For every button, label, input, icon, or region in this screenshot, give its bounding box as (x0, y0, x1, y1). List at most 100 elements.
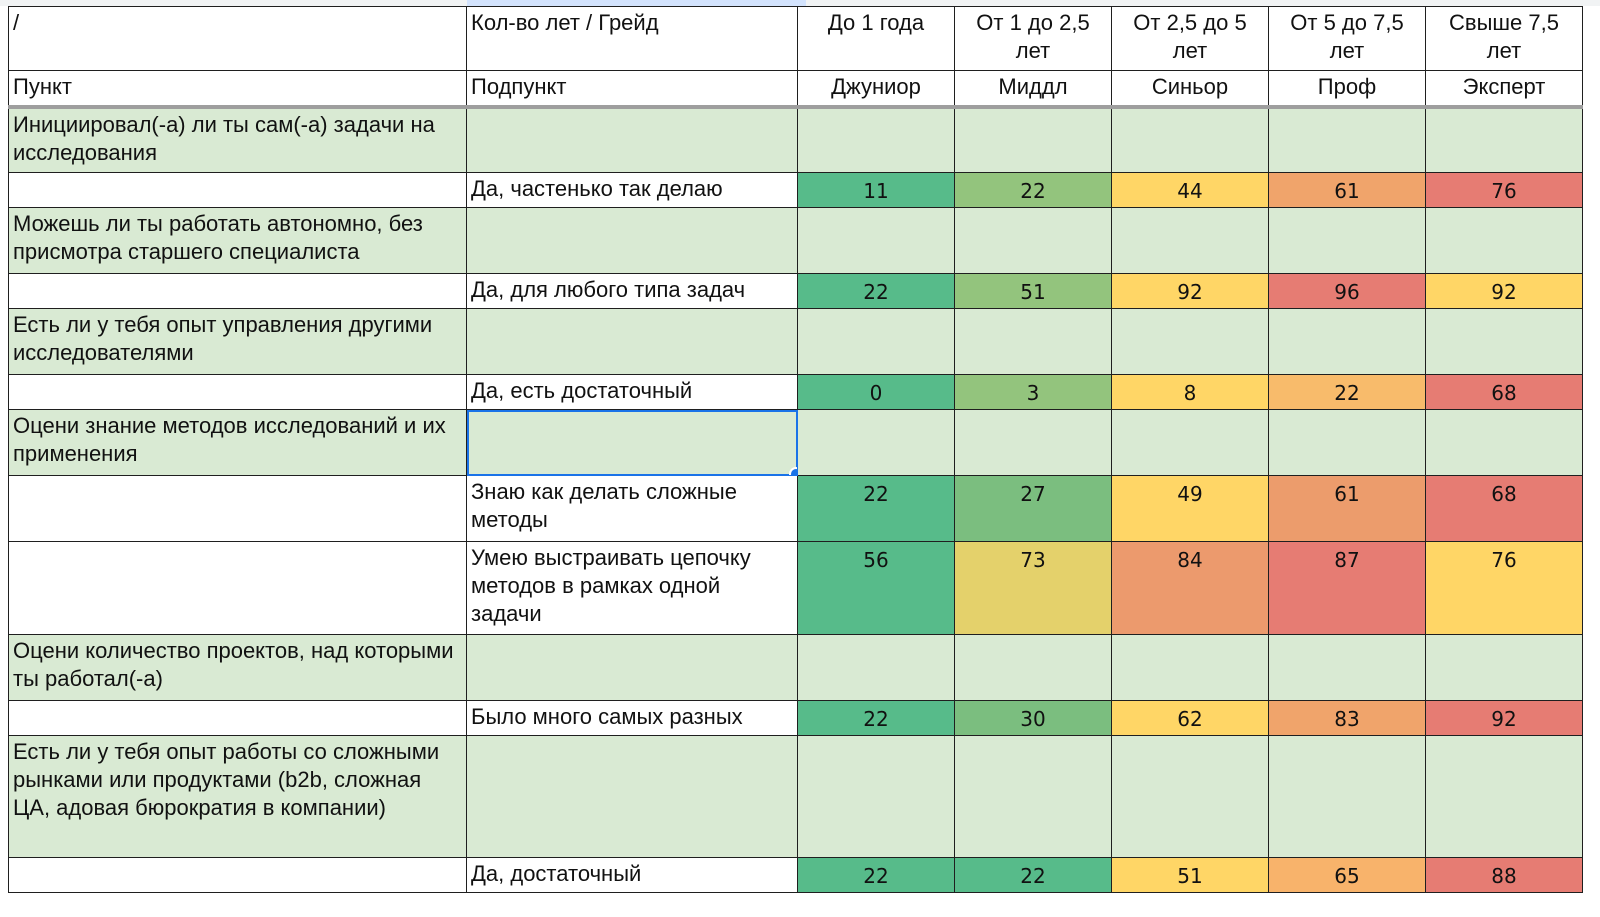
value-cell[interactable]: 56 (797, 541, 955, 635)
empty-cell[interactable] (954, 207, 1112, 274)
item-cell[interactable]: Оцени знание методов исследований и их п… (8, 409, 467, 476)
empty-cell[interactable] (1268, 409, 1426, 476)
value-cell[interactable]: 92 (1425, 273, 1583, 309)
empty-cell[interactable] (1268, 207, 1426, 274)
value-cell[interactable]: 96 (1268, 273, 1426, 309)
empty-cell[interactable] (797, 308, 955, 375)
empty-cell[interactable] (954, 735, 1112, 858)
value-cell[interactable]: 30 (954, 700, 1112, 736)
value-cell[interactable]: 11 (797, 172, 955, 208)
value-cell[interactable]: 68 (1425, 475, 1583, 542)
value-cell[interactable]: 22 (797, 273, 955, 309)
value-cell[interactable]: 44 (1111, 172, 1269, 208)
value-cell[interactable]: 61 (1268, 475, 1426, 542)
value-cell[interactable]: 22 (954, 857, 1112, 893)
value-cell[interactable]: 51 (1111, 857, 1269, 893)
value-cell[interactable]: 68 (1425, 374, 1583, 410)
value-cell[interactable]: 3 (954, 374, 1112, 410)
subitem-cell[interactable]: Да, для любого типа задач (466, 273, 798, 309)
empty-cell[interactable] (797, 106, 955, 173)
item-cell[interactable]: Можешь ли ты работать автономно, без при… (8, 207, 467, 274)
value-cell[interactable]: 49 (1111, 475, 1269, 542)
empty-cell[interactable] (1268, 308, 1426, 375)
item-cell[interactable]: Есть ли у тебя опыт управления другими и… (8, 308, 467, 375)
empty-cell[interactable] (1425, 735, 1583, 858)
item-cell[interactable] (8, 374, 467, 410)
value-cell[interactable]: 92 (1425, 700, 1583, 736)
item-cell[interactable] (8, 700, 467, 736)
empty-cell[interactable] (1111, 634, 1269, 701)
header-cell[interactable]: Проф (1268, 70, 1426, 109)
value-cell[interactable]: 8 (1111, 374, 1269, 410)
item-cell[interactable]: Есть ли у тебя опыт работы со сложными р… (8, 735, 467, 858)
empty-cell[interactable] (797, 735, 955, 858)
value-cell[interactable]: 0 (797, 374, 955, 410)
empty-cell[interactable] (954, 106, 1112, 173)
header-cell[interactable]: Кол-во лет / Грейд (466, 6, 798, 71)
fill-handle[interactable] (789, 467, 797, 475)
subitem-cell[interactable]: Умею выстраивать цепочку методов в рамка… (466, 541, 798, 635)
empty-cell[interactable] (1268, 106, 1426, 173)
subitem-cell[interactable]: Да, есть достаточный (466, 374, 798, 410)
empty-cell[interactable] (1425, 106, 1583, 173)
empty-cell[interactable] (1111, 735, 1269, 858)
value-cell[interactable]: 61 (1268, 172, 1426, 208)
empty-cell[interactable] (954, 308, 1112, 375)
empty-cell[interactable] (954, 409, 1112, 476)
value-cell[interactable]: 65 (1268, 857, 1426, 893)
header-cell[interactable]: До 1 года (797, 6, 955, 71)
empty-cell[interactable] (1268, 735, 1426, 858)
subitem-cell[interactable] (466, 308, 798, 375)
value-cell[interactable]: 22 (797, 700, 955, 736)
header-cell[interactable]: От 1 до 2,5 лет (954, 6, 1112, 71)
spreadsheet-grid[interactable]: / Кол-во лет / Грейд До 1 года От 1 до 2… (8, 6, 1583, 893)
header-cell[interactable]: Миддл (954, 70, 1112, 109)
subitem-cell[interactable] (466, 634, 798, 701)
value-cell[interactable]: 88 (1425, 857, 1583, 893)
value-cell[interactable]: 22 (797, 475, 955, 542)
header-cell[interactable]: Синьор (1111, 70, 1269, 109)
header-cell[interactable]: Джуниор (797, 70, 955, 109)
value-cell[interactable]: 73 (954, 541, 1112, 635)
item-cell[interactable] (8, 273, 467, 309)
header-cell[interactable]: От 5 до 7,5 лет (1268, 6, 1426, 71)
header-cell[interactable]: Пункт (8, 70, 467, 109)
empty-cell[interactable] (1111, 308, 1269, 375)
empty-cell[interactable] (1425, 634, 1583, 701)
value-cell[interactable]: 51 (954, 273, 1112, 309)
value-cell[interactable]: 27 (954, 475, 1112, 542)
subitem-cell[interactable]: Да, достаточный (466, 857, 798, 893)
value-cell[interactable]: 62 (1111, 700, 1269, 736)
subitem-cell[interactable]: Было много самых разных (466, 700, 798, 736)
value-cell[interactable]: 84 (1111, 541, 1269, 635)
empty-cell[interactable] (1111, 106, 1269, 173)
item-cell[interactable]: Оцени количество проектов, над которыми … (8, 634, 467, 701)
item-cell[interactable]: Инициировал(-а) ли ты сам(-а) задачи на … (8, 106, 467, 173)
value-cell[interactable]: 22 (1268, 374, 1426, 410)
value-cell[interactable]: 22 (954, 172, 1112, 208)
header-cell[interactable]: От 2,5 до 5 лет (1111, 6, 1269, 71)
value-cell[interactable]: 22 (797, 857, 955, 893)
empty-cell[interactable] (1425, 207, 1583, 274)
subitem-cell[interactable] (466, 106, 798, 173)
value-cell[interactable]: 76 (1425, 172, 1583, 208)
value-cell[interactable]: 92 (1111, 273, 1269, 309)
item-cell[interactable] (8, 857, 467, 893)
empty-cell[interactable] (1111, 207, 1269, 274)
subitem-cell[interactable] (466, 735, 798, 858)
item-cell[interactable] (8, 475, 467, 542)
empty-cell[interactable] (797, 409, 955, 476)
empty-cell[interactable] (797, 207, 955, 274)
subitem-cell[interactable]: Да, частенько так делаю (466, 172, 798, 208)
value-cell[interactable]: 76 (1425, 541, 1583, 635)
header-cell[interactable]: / (8, 6, 467, 71)
value-cell[interactable]: 87 (1268, 541, 1426, 635)
empty-cell[interactable] (1268, 634, 1426, 701)
empty-cell[interactable] (1425, 308, 1583, 375)
subitem-cell[interactable] (466, 207, 798, 274)
selected-cell[interactable] (466, 409, 798, 476)
subitem-cell[interactable]: Знаю как делать сложные методы (466, 475, 798, 542)
header-cell[interactable]: Свыше 7,5 лет (1425, 6, 1583, 71)
empty-cell[interactable] (1425, 409, 1583, 476)
item-cell[interactable] (8, 172, 467, 208)
